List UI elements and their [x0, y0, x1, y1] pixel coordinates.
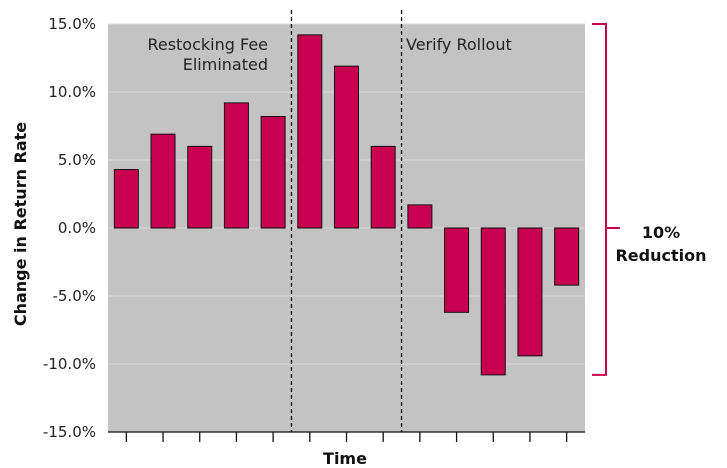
y-tick-label: -15.0%	[43, 423, 96, 441]
y-tick-label: -10.0%	[43, 355, 96, 373]
y-tick-label: -5.0%	[52, 287, 96, 305]
bar	[480, 227, 506, 376]
bar	[407, 204, 433, 229]
bar	[444, 227, 470, 313]
bar	[150, 133, 176, 229]
bracket-label-line1: 10%	[642, 223, 680, 242]
y-tick-label: 0.0%	[58, 219, 96, 237]
y-tick-label: 5.0%	[58, 151, 96, 169]
annotation-restocking-fee-line1: Restocking Fee	[147, 35, 268, 54]
bar	[187, 145, 213, 229]
bracket-label-line2: Reduction	[615, 246, 706, 265]
annotation-restocking-fee-line2: Eliminated	[183, 55, 268, 74]
y-tick-label: 15.0%	[48, 15, 96, 33]
bar	[517, 227, 543, 357]
bar	[370, 145, 396, 229]
bar	[554, 227, 580, 286]
bar	[113, 169, 139, 229]
bar	[297, 34, 323, 229]
y-axis-title: Change in Return Rate	[11, 122, 30, 326]
y-tick-label: 10.0%	[48, 83, 96, 101]
bar	[260, 115, 286, 229]
reduction-bracket	[592, 23, 607, 376]
bar	[334, 65, 359, 229]
x-axis-title: Time	[323, 449, 367, 468]
bar	[223, 102, 249, 229]
annotation-verify-rollout: Verify Rollout	[406, 35, 512, 54]
